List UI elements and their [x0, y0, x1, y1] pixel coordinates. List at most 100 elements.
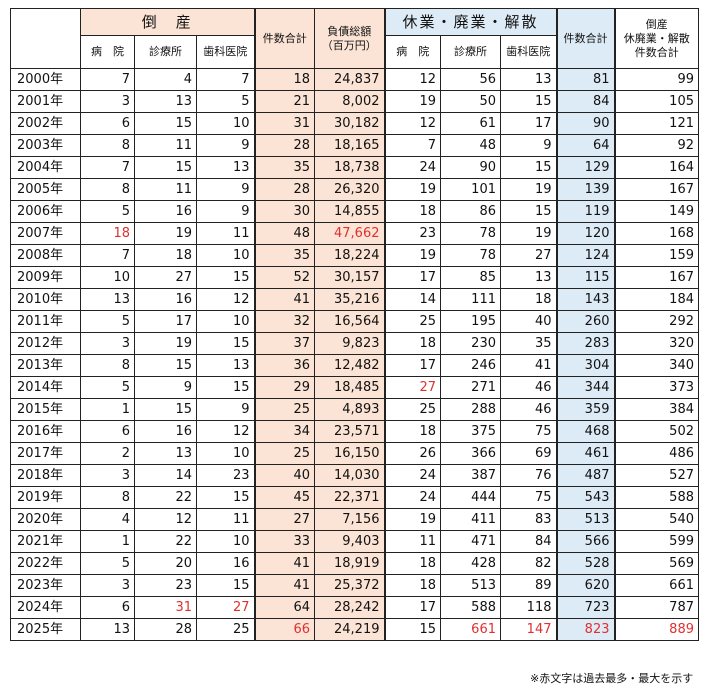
- bk-total-cell: 45: [253, 486, 315, 509]
- bk-total-cell: 48: [253, 222, 315, 245]
- bk-clinic-cell: 28: [134, 618, 197, 641]
- cl-total-cell: 823: [555, 618, 615, 641]
- cl-dental-cell: 9: [500, 134, 557, 157]
- cl-hospital-cell: 18: [383, 200, 441, 223]
- bk-total-cell: 35: [253, 244, 315, 267]
- cl-hospital-cell: 24: [383, 486, 441, 509]
- bankruptcy-total-header: 件数合計: [253, 8, 315, 69]
- debt-header: 負債総額 （百万円）: [314, 8, 385, 69]
- bk-hospital-cell: 2: [80, 442, 135, 465]
- table-row: 2013年 8 15 13 36 12,482 17 246 41 304 340: [10, 354, 699, 377]
- bk-clinic-cell: 15: [134, 354, 197, 377]
- bankruptcy-dental-header: 歯科医院: [196, 35, 255, 69]
- cl-total-cell: 359: [555, 398, 615, 421]
- year-cell: 2004年: [10, 156, 81, 179]
- cl-total-cell: 124: [555, 244, 615, 267]
- debt-cell: 23,571: [314, 420, 385, 443]
- combined-total-cell: 486: [613, 442, 699, 465]
- cl-clinic-cell: 387: [440, 464, 501, 487]
- bk-hospital-cell: 3: [80, 464, 135, 487]
- cl-clinic-cell: 56: [440, 68, 501, 91]
- cl-hospital-cell: 24: [383, 156, 441, 179]
- cl-clinic-cell: 471: [440, 530, 501, 553]
- bk-clinic-cell: 15: [134, 156, 197, 179]
- bk-hospital-cell: 6: [80, 112, 135, 135]
- closure-hospital-header: 病 院: [383, 35, 441, 69]
- cl-dental-cell: 41: [500, 354, 557, 377]
- year-cell: 2016年: [10, 420, 81, 443]
- cl-clinic-cell: 195: [440, 310, 501, 333]
- year-cell: 2020年: [10, 508, 81, 531]
- combined-total-cell: 569: [613, 552, 699, 575]
- cl-clinic-cell: 375: [440, 420, 501, 443]
- cl-total-cell: 139: [555, 178, 615, 201]
- closure-clinic-header: 診療所: [440, 35, 501, 69]
- cl-clinic-cell: 661: [440, 618, 501, 641]
- bk-clinic-cell: 22: [134, 486, 197, 509]
- bk-dental-cell: 15: [196, 376, 255, 399]
- cl-hospital-cell: 7: [383, 134, 441, 157]
- cl-total-cell: 260: [555, 310, 615, 333]
- combined-total-cell: 661: [613, 574, 699, 597]
- bk-dental-cell: 10: [196, 112, 255, 135]
- year-cell: 2005年: [10, 178, 81, 201]
- bk-total-cell: 41: [253, 552, 315, 575]
- cl-hospital-cell: 25: [383, 398, 441, 421]
- bk-hospital-cell: 7: [80, 244, 135, 267]
- cl-hospital-cell: 12: [383, 112, 441, 135]
- bk-total-cell: 52: [253, 266, 315, 289]
- bk-total-cell: 64: [253, 596, 315, 619]
- bk-clinic-cell: 11: [134, 134, 197, 157]
- bk-dental-cell: 27: [196, 596, 255, 619]
- bk-hospital-cell: 8: [80, 486, 135, 509]
- debt-cell: 18,224: [314, 244, 385, 267]
- cl-dental-cell: 69: [500, 442, 557, 465]
- debt-cell: 9,403: [314, 530, 385, 553]
- bk-clinic-cell: 17: [134, 310, 197, 333]
- bk-dental-cell: 5: [196, 90, 255, 113]
- cl-clinic-cell: 271: [440, 376, 501, 399]
- cl-dental-cell: 15: [500, 156, 557, 179]
- bankruptcy-clinic-header: 診療所: [134, 35, 197, 69]
- debt-cell: 18,485: [314, 376, 385, 399]
- table-row: 2018年 3 14 23 40 14,030 24 387 76 487 527: [10, 464, 699, 487]
- cl-total-cell: 90: [555, 112, 615, 135]
- cl-total-cell: 304: [555, 354, 615, 377]
- cl-hospital-cell: 12: [383, 68, 441, 91]
- table-row: 2007年 18 19 11 48 47,662 23 78 19 120 168: [10, 222, 699, 245]
- table-row: 2004年 7 15 13 35 18,738 24 90 15 129 164: [10, 156, 699, 179]
- bk-dental-cell: 12: [196, 420, 255, 443]
- cl-clinic-cell: 111: [440, 288, 501, 311]
- bk-dental-cell: 7: [196, 68, 255, 91]
- combined-total-cell: 292: [613, 310, 699, 333]
- bk-total-cell: 33: [253, 530, 315, 553]
- cl-dental-cell: 35: [500, 332, 557, 355]
- year-cell: 2002年: [10, 112, 81, 135]
- cl-total-cell: 119: [555, 200, 615, 223]
- cl-total-cell: 129: [555, 156, 615, 179]
- debt-header-line2: （百万円）: [321, 38, 377, 52]
- footnote: ※赤文字は過去最多・最大を示す: [530, 672, 694, 685]
- closure-total-header: 件数合計: [555, 8, 615, 69]
- cl-total-cell: 84: [555, 90, 615, 113]
- year-header-cell: [10, 8, 81, 69]
- table-row: 2023年 3 23 15 41 25,372 18 513 89 620 661: [10, 574, 699, 597]
- cl-clinic-cell: 101: [440, 178, 501, 201]
- combined-total-cell: 384: [613, 398, 699, 421]
- cl-dental-cell: 147: [500, 618, 557, 641]
- cl-dental-cell: 82: [500, 552, 557, 575]
- year-cell: 2010年: [10, 288, 81, 311]
- combined-header-line3: 件数合計: [634, 45, 679, 59]
- debt-cell: 26,320: [314, 178, 385, 201]
- bk-dental-cell: 23: [196, 464, 255, 487]
- table-row: 2005年 8 11 9 28 26,320 19 101 19 139 167: [10, 178, 699, 201]
- combined-total-cell: 167: [613, 266, 699, 289]
- bk-clinic-cell: 12: [134, 508, 197, 531]
- table-row: 2003年 8 11 9 28 18,165 7 48 9 64 92: [10, 134, 699, 157]
- debt-cell: 4,893: [314, 398, 385, 421]
- table-row: 2011年 5 17 10 32 16,564 25 195 40 260 292: [10, 310, 699, 333]
- bk-dental-cell: 9: [196, 134, 255, 157]
- cl-dental-cell: 19: [500, 222, 557, 245]
- combined-total-cell: 164: [613, 156, 699, 179]
- bk-dental-cell: 11: [196, 222, 255, 245]
